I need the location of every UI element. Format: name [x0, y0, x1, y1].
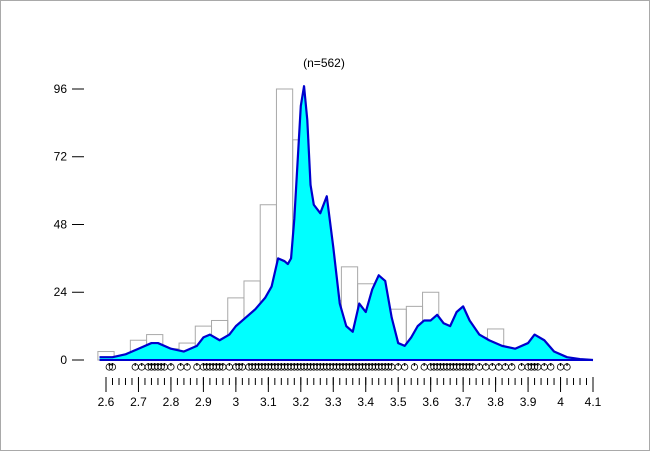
density-layer: [99, 85, 594, 362]
rug-point: [530, 363, 539, 371]
rug-point: [508, 363, 516, 371]
density-curve: [99, 85, 594, 362]
rug-point: [216, 363, 224, 371]
rug-point: [563, 363, 571, 371]
x-tick-label: 2.8: [163, 395, 180, 409]
x-tick-label: 3: [233, 395, 240, 409]
x-tick-label: 3.6: [422, 395, 439, 409]
y-axis: 0 24 48 72 96: [54, 82, 84, 367]
x-tick-label: 3.7: [455, 395, 472, 409]
rug-layer: [105, 363, 571, 371]
y-tick-label: 72: [54, 150, 68, 164]
rug-point: [235, 363, 243, 371]
x-tick-label: 3.5: [390, 395, 407, 409]
x-tick-label: 3.3: [325, 395, 342, 409]
rug-point: [401, 363, 409, 371]
x-tick-label: 2.9: [195, 395, 212, 409]
y-tick-label: 24: [54, 285, 68, 299]
rug-point: [105, 363, 113, 371]
y-tick-label: 48: [54, 217, 68, 231]
y-tick-label: 96: [54, 82, 68, 96]
chart-title: (n=562): [303, 56, 345, 70]
rug-point: [157, 363, 165, 371]
x-tick-label: 4: [557, 395, 564, 409]
density-area: [99, 86, 593, 361]
x-axis: 2.6 2.7 2.8 2.9 3 3.1 3.2 3.3 3.4 3.5 3.6 3.7 3.8 3.9…: [98, 377, 602, 409]
rug-point: [410, 363, 419, 371]
x-tick-label: 3.2: [292, 395, 309, 409]
x-tick-label: 4.1: [585, 395, 602, 409]
x-tick-label: 3.4: [357, 395, 374, 409]
rug-point: [108, 363, 117, 371]
rug-point: [183, 363, 191, 371]
x-tick-label: 2.7: [130, 395, 147, 409]
rug-point: [384, 363, 393, 371]
rug-point: [466, 363, 474, 371]
x-tick-label: 2.6: [98, 395, 115, 409]
x-tick-label: 3.9: [520, 395, 537, 409]
y-tick-label: 0: [60, 353, 67, 367]
rug-point: [547, 363, 555, 371]
rug-point: [167, 363, 175, 371]
x-tick-label: 3.8: [487, 395, 504, 409]
x-tick-label: 3.1: [260, 395, 277, 409]
